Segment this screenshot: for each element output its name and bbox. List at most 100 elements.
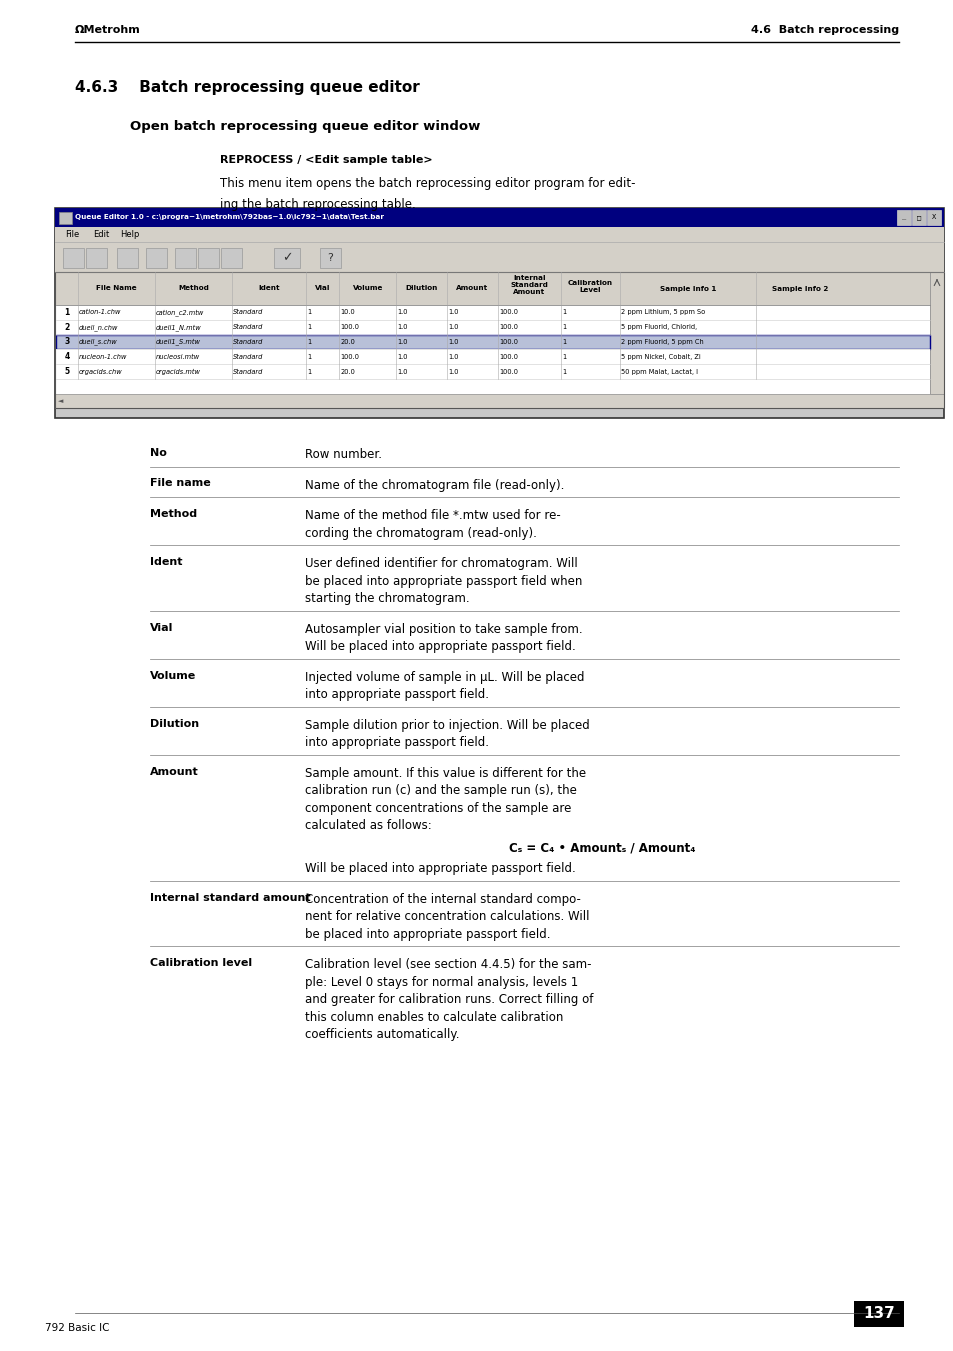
Text: 100.0: 100.0 <box>340 354 359 359</box>
Text: Injected volume of sample in μL. Will be placed: Injected volume of sample in μL. Will be… <box>305 670 584 684</box>
Text: Help: Help <box>120 230 139 239</box>
Bar <box>55 242 943 272</box>
Text: duell1_N.mtw: duell1_N.mtw <box>155 324 201 331</box>
Text: and greater for calibration runs. Correct filling of: and greater for calibration runs. Correc… <box>305 993 593 1006</box>
Text: Dilution: Dilution <box>405 285 437 292</box>
Text: coefficients automatically.: coefficients automatically. <box>305 1028 459 1042</box>
Text: 1.0: 1.0 <box>448 339 458 345</box>
Bar <box>55 227 943 242</box>
Text: 4.6.3    Batch reprocessing queue editor: 4.6.3 Batch reprocessing queue editor <box>75 80 419 95</box>
Text: cording the chromatogram (read-only).: cording the chromatogram (read-only). <box>305 527 537 539</box>
Text: nent for relative concentration calculations. Will: nent for relative concentration calculat… <box>305 911 589 923</box>
Bar <box>55 208 943 227</box>
Bar <box>221 249 242 267</box>
Bar <box>117 249 138 267</box>
Text: No: No <box>150 449 167 458</box>
Text: Internal standard amount: Internal standard amount <box>150 893 311 902</box>
Text: Name of the chromatogram file (read-only).: Name of the chromatogram file (read-only… <box>305 478 564 492</box>
Text: User defined identifier for chromatogram. Will: User defined identifier for chromatogram… <box>305 557 578 570</box>
Text: 5 ppm Nickel, Cobalt, Zi: 5 ppm Nickel, Cobalt, Zi <box>620 354 700 359</box>
Bar <box>56 320 929 335</box>
Text: 5 ppm Fluorid, Chlorid,: 5 ppm Fluorid, Chlorid, <box>620 324 697 330</box>
Bar <box>56 350 929 365</box>
Text: Concentration of the internal standard compo-: Concentration of the internal standard c… <box>305 893 580 905</box>
Bar <box>853 1301 903 1327</box>
Text: nucleosi.mtw: nucleosi.mtw <box>155 354 200 359</box>
Text: Volume: Volume <box>353 285 383 292</box>
Text: 1: 1 <box>64 308 70 317</box>
Text: Standard: Standard <box>233 354 263 359</box>
Text: 1.0: 1.0 <box>397 369 408 374</box>
Text: Vial: Vial <box>150 623 173 632</box>
Text: Vial: Vial <box>314 285 331 292</box>
Text: 137: 137 <box>862 1306 894 1321</box>
Text: File name: File name <box>150 478 211 489</box>
Text: Ident: Ident <box>258 285 279 292</box>
Bar <box>911 209 925 224</box>
Bar <box>274 249 299 267</box>
Text: nucleon-1.chw: nucleon-1.chw <box>79 354 127 359</box>
Text: Ident: Ident <box>150 557 182 567</box>
Text: Sample amount. If this value is different for the: Sample amount. If this value is differen… <box>305 766 585 780</box>
Text: Will be placed into appropriate passport field.: Will be placed into appropriate passport… <box>305 862 576 875</box>
Text: ple: Level 0 stays for normal analysis, levels 1: ple: Level 0 stays for normal analysis, … <box>305 975 578 989</box>
Bar <box>56 365 929 380</box>
Text: orgacids.chw: orgacids.chw <box>79 369 122 374</box>
Text: into appropriate passport field.: into appropriate passport field. <box>305 688 489 701</box>
Text: 792 Basic IC: 792 Basic IC <box>45 1323 110 1333</box>
Text: Method: Method <box>150 509 197 519</box>
Text: 1.0: 1.0 <box>397 354 408 359</box>
Text: ΩMetrohm: ΩMetrohm <box>75 26 141 35</box>
Bar <box>55 208 943 417</box>
Text: 1.0: 1.0 <box>448 369 458 374</box>
Text: File Name: File Name <box>96 285 136 292</box>
Text: 1: 1 <box>561 369 565 374</box>
Text: Queue Editor 1.0 - c:\progra~1\metrohm\792bas~1.0\ic792~1\data\Test.bar: Queue Editor 1.0 - c:\progra~1\metrohm\7… <box>75 215 384 220</box>
Text: starting the chromatogram.: starting the chromatogram. <box>305 592 469 605</box>
Text: into appropriate passport field.: into appropriate passport field. <box>305 736 489 748</box>
Text: 1: 1 <box>307 369 311 374</box>
Text: Standard: Standard <box>510 282 548 288</box>
Text: This menu item opens the batch reprocessing editor program for edit-: This menu item opens the batch reprocess… <box>220 177 635 190</box>
Text: ?: ? <box>327 253 334 263</box>
Text: Open batch reprocessing queue editor window: Open batch reprocessing queue editor win… <box>130 120 480 132</box>
Bar <box>86 249 107 267</box>
Bar <box>929 272 943 394</box>
Text: _: _ <box>901 215 905 220</box>
Text: 100.0: 100.0 <box>340 324 359 330</box>
Text: Calibration: Calibration <box>567 280 613 286</box>
Text: 100.0: 100.0 <box>498 339 517 345</box>
Text: Standard: Standard <box>233 369 263 374</box>
Text: 1: 1 <box>561 324 565 330</box>
Text: 1: 1 <box>561 339 565 345</box>
Text: 100.0: 100.0 <box>498 324 517 330</box>
Text: Sample dilution prior to injection. Will be placed: Sample dilution prior to injection. Will… <box>305 719 589 731</box>
Text: Edit: Edit <box>92 230 110 239</box>
Bar <box>198 249 219 267</box>
Text: ing the batch reprocessing table.: ing the batch reprocessing table. <box>220 199 416 211</box>
Text: Sample Info 2: Sample Info 2 <box>771 285 827 292</box>
Text: 1.0: 1.0 <box>397 324 408 330</box>
Text: File: File <box>65 230 79 239</box>
Text: Standard: Standard <box>233 309 263 315</box>
Text: 1.0: 1.0 <box>448 324 458 330</box>
Text: Method: Method <box>178 285 209 292</box>
Text: ◄: ◄ <box>58 397 64 404</box>
Text: 10.0: 10.0 <box>340 309 355 315</box>
Text: duell1_S.mtw: duell1_S.mtw <box>155 339 200 346</box>
Text: 1.0: 1.0 <box>397 309 408 315</box>
Text: be placed into appropriate passport field.: be placed into appropriate passport fiel… <box>305 928 550 940</box>
Text: 1: 1 <box>307 324 311 330</box>
Text: Amount: Amount <box>456 285 488 292</box>
Text: duell_n.chw: duell_n.chw <box>79 324 118 331</box>
Text: Calibration level: Calibration level <box>150 958 252 969</box>
Text: calculated as follows:: calculated as follows: <box>305 819 432 832</box>
Text: REPROCESS / <Edit sample table>: REPROCESS / <Edit sample table> <box>220 155 432 165</box>
Text: Row number.: Row number. <box>305 449 381 461</box>
Bar <box>55 394 943 408</box>
Bar <box>926 209 940 224</box>
Text: 1: 1 <box>561 309 565 315</box>
Text: 20.0: 20.0 <box>340 339 355 345</box>
Text: 3: 3 <box>64 338 70 346</box>
Text: duell_s.chw: duell_s.chw <box>79 339 117 346</box>
